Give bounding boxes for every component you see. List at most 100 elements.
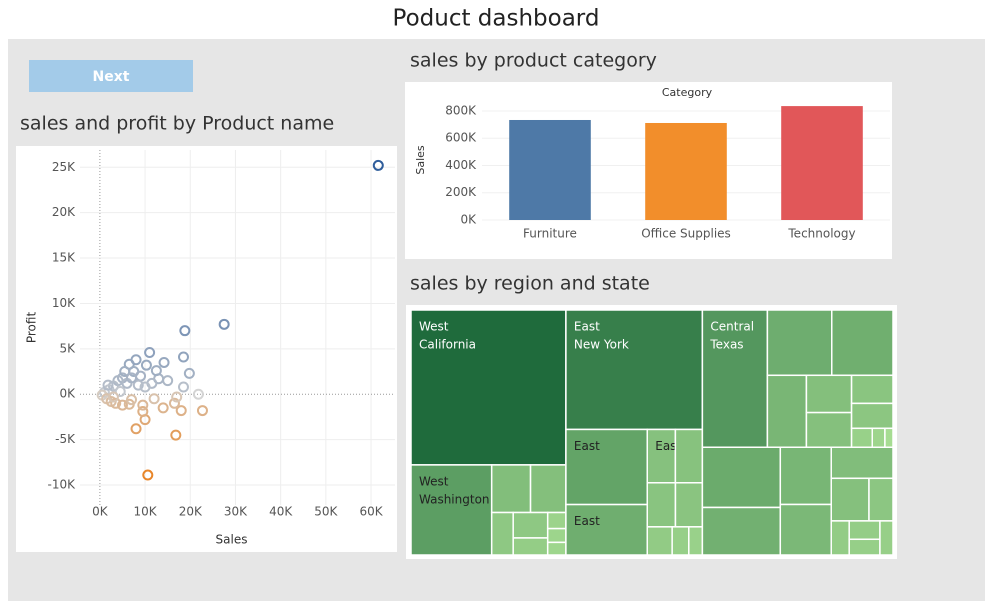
point (137, 399, 149, 411)
point (102, 379, 114, 391)
tile (688, 526, 704, 556)
tile (805, 374, 853, 414)
tile (512, 537, 549, 556)
point (148, 393, 160, 405)
tile (646, 526, 673, 556)
point (126, 394, 138, 406)
tile (490, 511, 514, 556)
y-tick-label: -5K (55, 432, 76, 446)
point (218, 318, 230, 330)
chart-title: sales by region and state (410, 273, 650, 295)
point (170, 429, 182, 441)
tile (674, 482, 704, 528)
bar (781, 106, 863, 220)
point (175, 405, 187, 417)
y-tick-label: 0K (460, 213, 477, 227)
tile (831, 309, 894, 377)
point (171, 391, 183, 403)
x-tick-label: Furniture (523, 227, 577, 241)
point (157, 402, 169, 414)
tile (779, 503, 832, 556)
tile (490, 464, 532, 514)
tile (850, 402, 894, 430)
y-tick-label: 5K (59, 341, 76, 355)
tile-label: East (574, 514, 600, 528)
y-tick-label: 25K (52, 160, 76, 174)
point (168, 397, 180, 409)
tile (546, 527, 567, 544)
point (130, 354, 142, 366)
tile (701, 506, 782, 556)
tile (868, 477, 894, 522)
tile-label: California (419, 338, 476, 352)
x-axis-label: Sales (216, 533, 248, 547)
y-tick-label: 400K (445, 158, 477, 172)
tile (850, 427, 873, 449)
tile-label: New York (574, 338, 629, 352)
point (107, 391, 119, 403)
y-tick-label: 800K (445, 103, 477, 117)
x-tick-label: 20K (179, 505, 203, 519)
page-title: Poduct dashboard (393, 6, 600, 32)
tile (565, 503, 648, 556)
point (137, 405, 149, 417)
tile (565, 309, 704, 431)
tile-label: Texas (709, 338, 743, 352)
point (177, 351, 189, 363)
tile (766, 309, 833, 377)
point (114, 386, 126, 398)
tile (565, 428, 648, 506)
point (192, 388, 204, 400)
chart-title: sales by product category (410, 50, 657, 72)
tile-label: West (419, 320, 449, 334)
y-tick-label: -10K (48, 478, 77, 492)
tile-label: East (574, 320, 600, 334)
point (110, 397, 122, 409)
x-tick-label: 10K (134, 505, 158, 519)
tile (830, 446, 894, 480)
point (179, 325, 191, 337)
y-axis-label: Profit (25, 312, 39, 344)
point (158, 356, 170, 368)
y-tick-label: 200K (445, 185, 477, 199)
tile (646, 482, 677, 528)
tile (529, 464, 567, 514)
tile-label: Central (710, 320, 754, 334)
point (130, 423, 142, 435)
tile-label: East (574, 439, 600, 453)
x-tick-label: Office Supplies (641, 227, 731, 241)
tile (884, 427, 894, 449)
x-tick-label: 30K (224, 505, 248, 519)
y-tick-label: 20K (52, 205, 76, 219)
y-tick-label: 10K (52, 296, 76, 310)
x-tick-label: 0K (92, 505, 109, 519)
tile (766, 374, 808, 449)
bar (509, 119, 591, 220)
tile (848, 538, 881, 556)
y-tick-label: 0K (59, 387, 76, 401)
tile (546, 541, 567, 556)
tile (646, 428, 677, 484)
x-tick-label: 40K (269, 505, 293, 519)
tile (671, 526, 690, 556)
tile-label: West (419, 474, 449, 488)
next-button-label[interactable]: Next (93, 69, 130, 85)
y-tick-label: 15K (52, 251, 76, 265)
tile (871, 427, 886, 449)
next-button[interactable] (29, 60, 193, 92)
tile (830, 520, 850, 556)
tile (848, 520, 881, 541)
tile (410, 309, 567, 466)
tile (830, 477, 870, 522)
point (144, 346, 156, 358)
point (119, 366, 131, 378)
y-tick-label: 600K (445, 131, 477, 145)
bar-header: Category (662, 86, 713, 99)
chart-title: sales and profit by Product name (20, 113, 334, 135)
y-axis-label: Sales (414, 145, 427, 175)
point (132, 379, 144, 391)
x-tick-label: 60K (359, 505, 383, 519)
x-tick-label: 50K (314, 505, 338, 519)
tile (410, 464, 493, 556)
